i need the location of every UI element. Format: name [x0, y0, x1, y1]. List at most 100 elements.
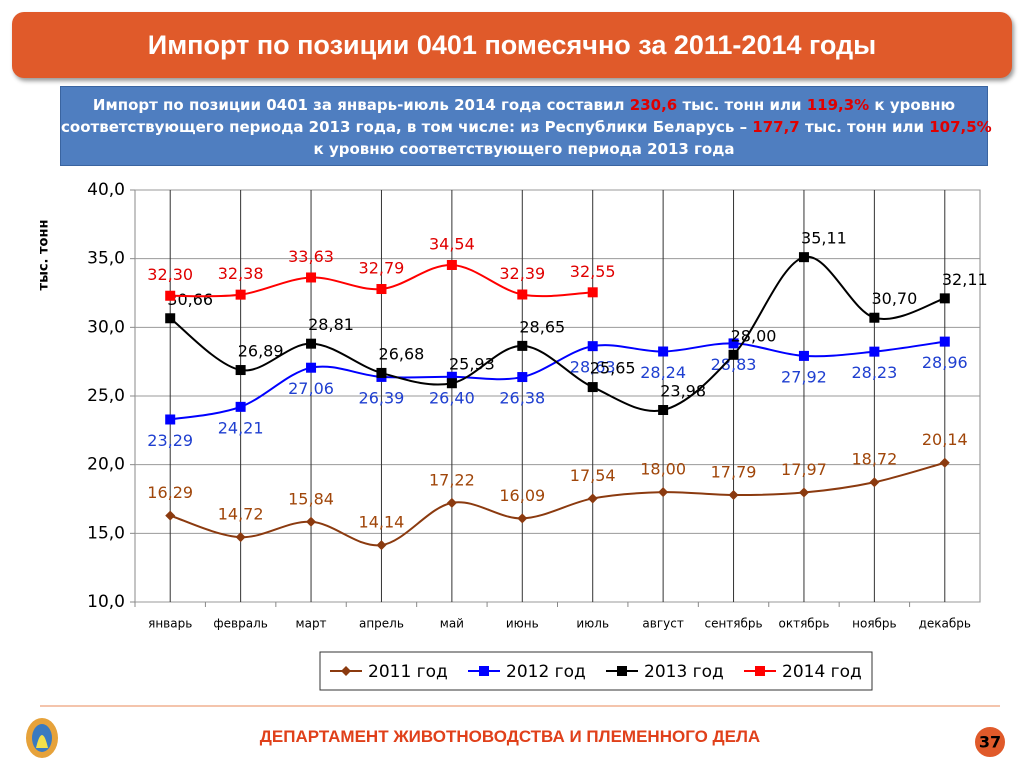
x-tick-label: сентябрь — [704, 617, 762, 631]
marker — [798, 252, 809, 263]
y-axis-label: тыс. тонн — [37, 220, 52, 291]
data-label: 17,22 — [429, 470, 475, 489]
legend-label: 2014 год — [782, 662, 862, 682]
marker — [939, 293, 950, 304]
data-label: 28,96 — [922, 353, 968, 372]
x-tick-label: ноябрь — [852, 617, 897, 631]
highlight: 177,7 — [752, 118, 800, 136]
marker — [165, 290, 176, 301]
data-label: 26,38 — [499, 389, 545, 408]
data-label: 14,72 — [218, 505, 264, 524]
legend-label: 2011 год — [368, 662, 448, 682]
footer: ДЕПАРТАМЕНТ ЖИВОТНОВОДСТВА И ПЛЕМЕННОГО … — [259, 727, 761, 746]
page-number: 37 — [979, 733, 1001, 752]
highlight: 230,6 — [629, 96, 678, 114]
data-label: 28,65 — [519, 317, 565, 336]
data-label: 16,29 — [147, 483, 193, 502]
x-tick-label: март — [296, 617, 327, 631]
data-label: 26,68 — [379, 344, 425, 363]
data-label: 23,98 — [660, 382, 706, 401]
marker — [728, 349, 739, 360]
marker — [517, 513, 528, 524]
data-label: 28,00 — [731, 326, 777, 345]
marker — [587, 287, 598, 298]
x-tick-label: апрель — [359, 617, 404, 631]
y-tick-label: 15,0 — [87, 523, 125, 543]
marker — [306, 516, 317, 527]
series-line — [169, 256, 946, 412]
marker — [587, 493, 598, 504]
marker — [869, 346, 880, 357]
subtitle-line: соответствующего периода 2013 года, в то… — [61, 116, 992, 138]
data-label: 34,54 — [429, 234, 475, 253]
subtitle-line: к уровню соответствующего периода 2013 г… — [61, 138, 987, 160]
data-label: 26,39 — [359, 388, 405, 407]
data-label: 25,93 — [449, 355, 495, 374]
marker — [235, 532, 246, 543]
data-label: 17,79 — [711, 463, 757, 482]
x-tick-label: август — [642, 617, 683, 631]
data-label: 30,70 — [871, 289, 917, 308]
data-label: 32,79 — [359, 259, 405, 278]
data-label: 32,55 — [570, 262, 616, 281]
marker — [376, 367, 387, 378]
marker — [658, 487, 669, 498]
marker — [446, 259, 457, 270]
marker — [658, 346, 669, 357]
subtitle-text: тыс. тонн или — [799, 118, 930, 136]
legend-label: 2012 год — [506, 662, 586, 682]
marker — [798, 350, 809, 361]
logo — [26, 718, 58, 758]
data-label: 26,89 — [238, 342, 284, 361]
marker — [165, 510, 176, 521]
legend-marker — [341, 666, 351, 676]
marker — [376, 284, 387, 295]
marker — [517, 289, 528, 300]
subtitle-text: тыс. тонн или — [677, 96, 807, 114]
data-label: 25,65 — [590, 359, 636, 378]
data-label: 14,14 — [359, 513, 405, 532]
data-label: 35,11 — [801, 229, 847, 248]
marker — [939, 457, 950, 468]
marker — [658, 405, 669, 416]
marker — [728, 490, 739, 501]
data-label: 30,66 — [167, 290, 213, 309]
data-label: 28,24 — [640, 363, 686, 382]
marker — [306, 272, 317, 283]
data-label: 23,29 — [147, 431, 193, 450]
marker — [869, 312, 880, 323]
title: Импорт по позиции 0401 помесячно за 2011… — [12, 12, 1012, 78]
marker — [235, 401, 246, 412]
data-label: 16,09 — [499, 486, 545, 505]
subtitle: Импорт по позиции 0401 за январь-июль 20… — [60, 86, 992, 166]
legend-marker — [755, 666, 765, 676]
series-line — [170, 340, 945, 421]
x-tick-label: февраль — [213, 617, 267, 631]
marker — [798, 487, 809, 498]
data-label: 18,00 — [640, 460, 686, 479]
legend-box — [319, 651, 873, 691]
data-label: 27,06 — [288, 379, 334, 398]
data-label: 15,84 — [288, 489, 334, 508]
y-tick-label: 40,0 — [87, 180, 125, 200]
data-label: 28,81 — [308, 315, 354, 334]
x-tick-label: июнь — [506, 617, 539, 631]
y-tick-label: 35,0 — [87, 249, 125, 269]
data-label: 26,40 — [429, 388, 475, 407]
x-tick-label: май — [440, 617, 464, 631]
marker — [587, 341, 598, 352]
data-label: 28,23 — [851, 363, 897, 382]
subtitle-text: соответствующего периода 2013 года, в то… — [61, 118, 753, 136]
subtitle-line: Импорт по позиции 0401 за январь-июль 20… — [61, 94, 987, 116]
subtitle-text: к уровню — [869, 96, 956, 114]
data-label: 32,39 — [499, 264, 545, 283]
data-label: 33,63 — [288, 247, 334, 266]
marker — [165, 313, 176, 324]
data-label: 32,11 — [942, 270, 988, 289]
marker — [517, 372, 528, 383]
marker — [728, 338, 739, 349]
marker — [165, 414, 176, 425]
page-badge — [973, 725, 1007, 759]
